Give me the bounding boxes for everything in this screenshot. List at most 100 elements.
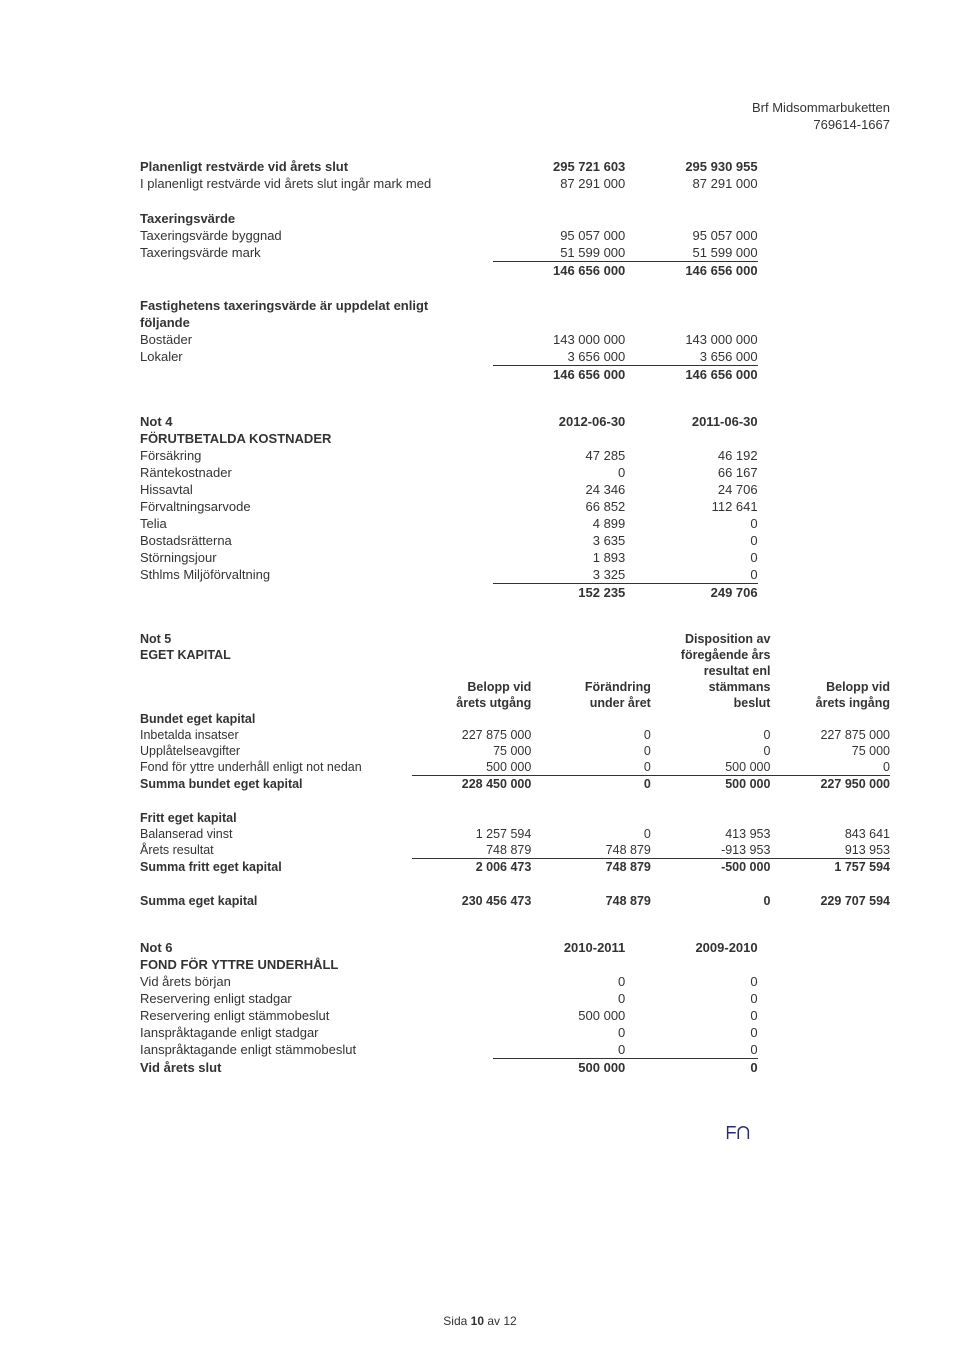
row-c1: 3 325	[493, 566, 625, 584]
row-c1: 500 000	[493, 1007, 625, 1024]
total-c2: 146 656 000	[625, 261, 757, 279]
total-c3: -500 000	[651, 858, 771, 875]
total-c1: 228 450 000	[412, 775, 532, 792]
row-c1: 66 852	[493, 498, 625, 515]
row-label: Upplåtelseavgifter	[140, 743, 412, 759]
section-not5: Not 5 Disposition av EGET KAPITAL föregå…	[140, 631, 890, 939]
row-c2: 3 656 000	[625, 348, 757, 366]
table-row: Ianspråktagande enligt stämmobeslut00	[140, 1041, 890, 1059]
row-label: Ianspråktagande enligt stadgar	[140, 1024, 493, 1041]
row-label: Taxeringsvärde byggnad	[140, 227, 493, 244]
row-c2: 748 879	[531, 842, 651, 859]
col2-ha: Förändring	[531, 679, 651, 695]
note-title: Not 5	[140, 631, 412, 647]
page-content: Brf Midsommarbuketten 769614-1667 Planen…	[0, 0, 960, 1116]
row-c1: 1 257 594	[412, 826, 532, 842]
table-row: Balanserad vinst1 257 5940413 953843 641	[140, 826, 890, 842]
note-subtitle: FOND FÖR YTTRE UNDERHÅLL	[140, 956, 890, 973]
row-c1: 748 879	[412, 842, 532, 859]
total-c4: 229 707 594	[770, 893, 890, 909]
row-c1: 295 721 603	[493, 158, 625, 175]
table-row: Upplåtelseavgifter75 0000075 000	[140, 743, 890, 759]
total-label: Vid årets slut	[140, 1058, 493, 1076]
total-c2: 249 706	[625, 583, 757, 601]
row-c1: 3 635	[493, 532, 625, 549]
row-label: Bostadsrätterna	[140, 532, 493, 549]
total-c3: 0	[651, 893, 771, 909]
footer-page: 10	[471, 1314, 484, 1328]
document-header: Brf Midsommarbuketten 769614-1667	[140, 100, 890, 134]
section-not4: Not 4 2012-06-30 2011-06-30 FÖRUTBETALDA…	[140, 413, 890, 631]
table-row: Räntekostnader066 167	[140, 464, 890, 481]
total-c2: 748 879	[531, 858, 651, 875]
row-c4: 0	[770, 759, 890, 776]
col-header-2: 2011-06-30	[625, 413, 757, 430]
row-c3: 500 000	[651, 759, 771, 776]
group-title: Fritt eget kapital	[140, 810, 890, 826]
row-c1: 1 893	[493, 549, 625, 566]
table-row: Hissavtal24 34624 706	[140, 481, 890, 498]
row-c4: 227 875 000	[770, 727, 890, 743]
table-grand-total: Summa eget kapital230 456 473748 8790229…	[140, 893, 890, 909]
row-c1: 75 000	[412, 743, 532, 759]
row-label: Förvaltningsarvode	[140, 498, 493, 515]
row-label: Ianspråktagande enligt stämmobeslut	[140, 1041, 493, 1059]
row-c1: 0	[493, 1041, 625, 1059]
row-c2: 0	[625, 973, 757, 990]
table-row: Bostadsrätterna3 6350	[140, 532, 890, 549]
total-c4: 1 757 594	[770, 858, 890, 875]
table-row: Taxeringsvärde mark 51 599 000 51 599 00…	[140, 244, 890, 262]
row-label: Fond för yttre underhåll enligt not neda…	[140, 759, 412, 776]
table-row: Ianspråktagande enligt stadgar00	[140, 1024, 890, 1041]
col3-h2: föregående års	[651, 647, 771, 663]
table-total: 146 656 000 146 656 000	[140, 261, 890, 279]
col1-ha: Belopp vid	[412, 679, 532, 695]
total-c4: 227 950 000	[770, 775, 890, 792]
row-c1: 0	[493, 990, 625, 1007]
row-c2: 0	[625, 1024, 757, 1041]
table-header-row: Not 6 2010-2011 2009-2010	[140, 939, 890, 956]
section-not6: Not 6 2010-2011 2009-2010 FOND FÖR YTTRE…	[140, 939, 890, 1076]
row-label: Reservering enligt stämmobeslut	[140, 1007, 493, 1024]
total-c2: 748 879	[531, 893, 651, 909]
row-c3: -913 953	[651, 842, 771, 859]
total-c1: 146 656 000	[493, 365, 625, 383]
total-c2: 0	[625, 1058, 757, 1076]
footer-mid: av	[484, 1314, 503, 1328]
table-header-row: Not 4 2012-06-30 2011-06-30	[140, 413, 890, 430]
group-title: Bundet eget kapital	[140, 711, 890, 727]
total-label: Summa fritt eget kapital	[140, 858, 412, 875]
note-subtitle: EGET KAPITAL	[140, 647, 412, 663]
table-total: Summa bundet eget kapital228 450 0000500…	[140, 775, 890, 792]
row-c1: 47 285	[493, 447, 625, 464]
table-row: Försäkring47 28546 192	[140, 447, 890, 464]
table-total: 152 235249 706	[140, 583, 890, 601]
table-row: Förvaltningsarvode66 852112 641	[140, 498, 890, 515]
table-row: Bostäder 143 000 000 143 000 000	[140, 331, 890, 348]
row-label: Reservering enligt stadgar	[140, 990, 493, 1007]
table-row: Årets resultat748 879748 879-913 953913 …	[140, 842, 890, 859]
row-c2: 46 192	[625, 447, 757, 464]
row-label: Balanserad vinst	[140, 826, 412, 842]
section-title: Taxeringsvärde	[140, 210, 890, 227]
total-c1: 500 000	[493, 1058, 625, 1076]
table-row: Taxeringsvärde byggnad 95 057 000 95 057…	[140, 227, 890, 244]
row-c1: 0	[493, 464, 625, 481]
total-c3: 500 000	[651, 775, 771, 792]
col3-h1: Disposition av	[651, 631, 771, 647]
row-c4: 913 953	[770, 842, 890, 859]
col1-hb: årets utgång	[412, 695, 532, 711]
section-fastighetens: Fastighetens taxeringsvärde är uppdelat …	[140, 297, 890, 413]
org-name: Brf Midsommarbuketten	[752, 100, 890, 115]
table-row: Reservering enligt stämmobeslut500 0000	[140, 1007, 890, 1024]
note-subtitle: FÖRUTBETALDA KOSTNADER	[140, 430, 890, 447]
note-title: Not 6	[140, 939, 493, 956]
table-row: I planenligt restvärde vid årets slut in…	[140, 175, 890, 192]
row-c1: 227 875 000	[412, 727, 532, 743]
total-label: Summa eget kapital	[140, 893, 412, 909]
col-header-1: 2010-2011	[493, 939, 625, 956]
row-c2: 0	[531, 743, 651, 759]
row-label: Bostäder	[140, 331, 493, 348]
row-c2: 143 000 000	[625, 331, 757, 348]
row-c2: 66 167	[625, 464, 757, 481]
